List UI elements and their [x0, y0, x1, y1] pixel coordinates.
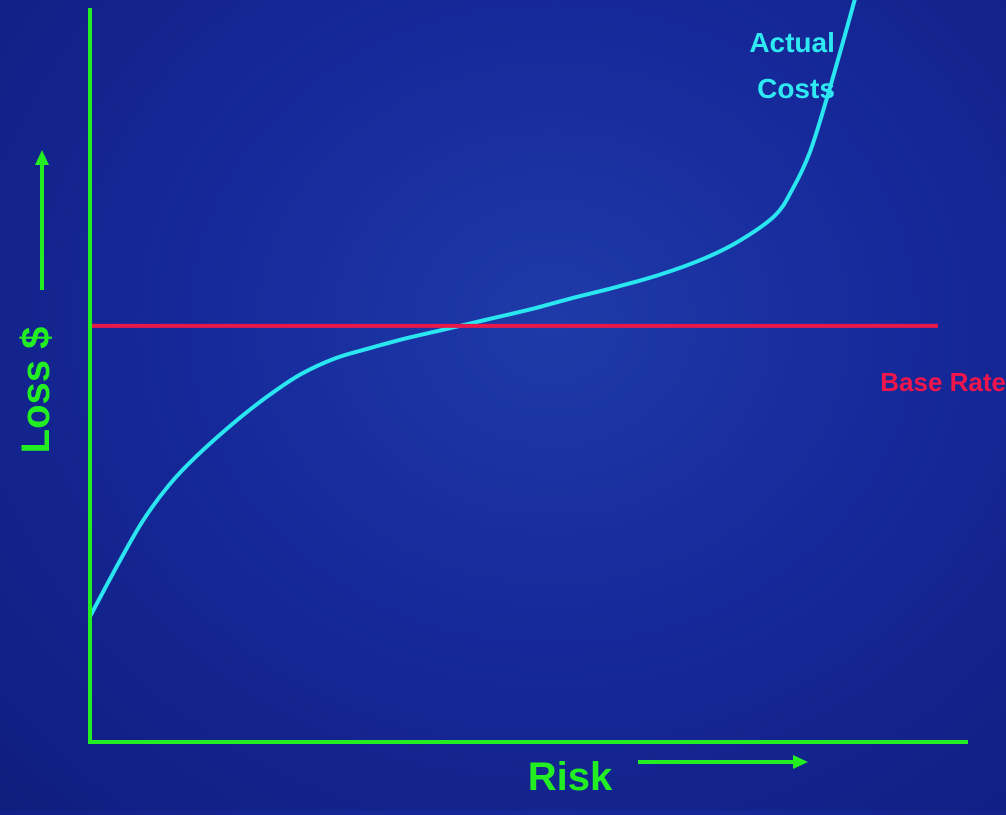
y-axis-arrow-icon — [35, 150, 49, 290]
actual-costs-series-line — [88, 0, 857, 619]
x-axis-label: Risk — [528, 755, 613, 799]
x-axis-arrow-icon — [638, 755, 808, 769]
actual-costs-label-line-2: Costs — [757, 73, 835, 104]
actual-costs-series-label: Actual Costs — [749, 27, 842, 104]
actual-costs-label-line-1: Actual — [749, 27, 835, 58]
y-axis-label: Loss $ — [14, 327, 58, 454]
base-rate-series-label: Base Rate — [880, 367, 1006, 397]
